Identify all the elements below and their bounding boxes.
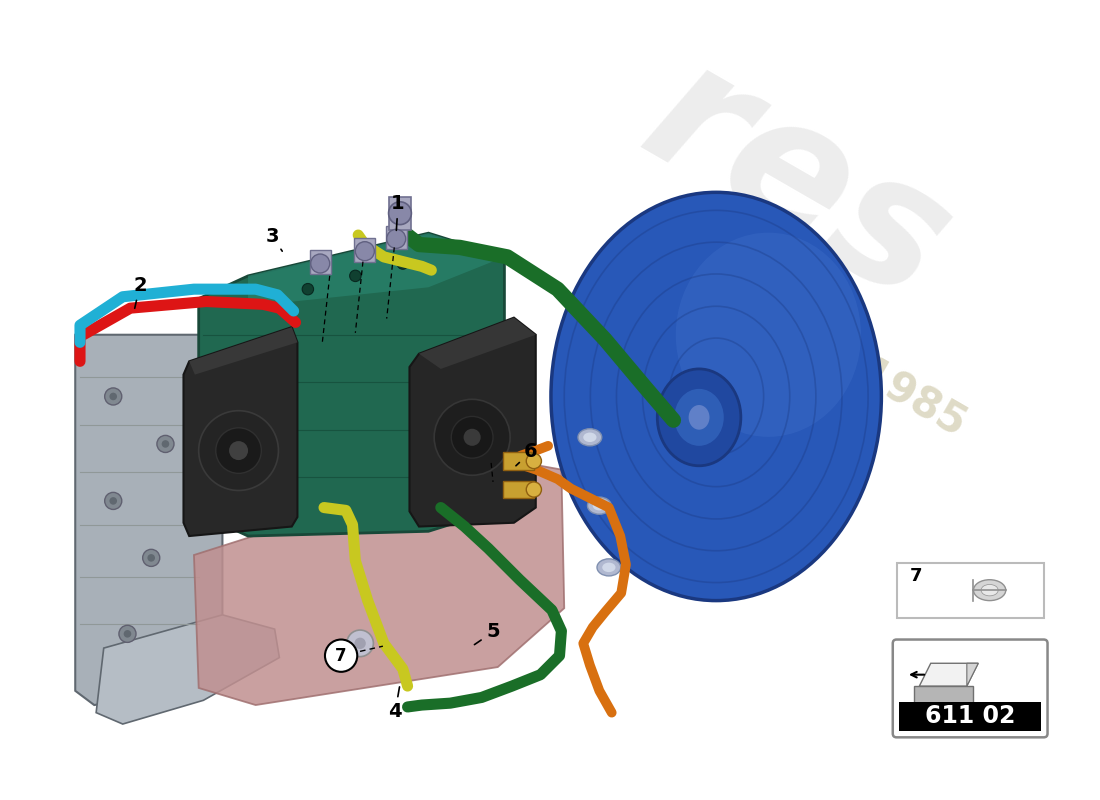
Circle shape [463, 429, 481, 446]
Circle shape [109, 393, 117, 400]
Text: 7: 7 [336, 646, 346, 665]
Text: 3: 3 [266, 227, 283, 251]
Ellipse shape [658, 369, 741, 466]
Circle shape [354, 638, 366, 649]
Text: res: res [615, 27, 979, 338]
Circle shape [346, 630, 373, 657]
Text: 4: 4 [388, 687, 401, 721]
Circle shape [229, 441, 249, 460]
Circle shape [123, 630, 131, 638]
Polygon shape [199, 233, 505, 536]
Ellipse shape [587, 497, 612, 514]
Polygon shape [75, 334, 222, 705]
Ellipse shape [674, 389, 724, 446]
FancyBboxPatch shape [893, 639, 1047, 738]
Circle shape [350, 270, 361, 282]
Polygon shape [967, 663, 978, 686]
Circle shape [434, 399, 510, 475]
Circle shape [147, 554, 155, 562]
Circle shape [109, 497, 117, 505]
Polygon shape [194, 458, 564, 705]
Circle shape [310, 254, 330, 273]
Polygon shape [96, 615, 279, 724]
Circle shape [104, 492, 122, 510]
Ellipse shape [578, 429, 602, 446]
Bar [310, 250, 331, 274]
Bar [388, 197, 411, 230]
Ellipse shape [675, 233, 861, 437]
Circle shape [119, 626, 136, 642]
Ellipse shape [551, 192, 881, 601]
Ellipse shape [974, 580, 1005, 601]
Ellipse shape [981, 585, 998, 596]
Circle shape [143, 550, 160, 566]
Bar [504, 453, 534, 470]
Text: ©: © [578, 354, 617, 392]
Ellipse shape [583, 433, 596, 442]
Text: 2: 2 [133, 276, 146, 308]
Bar [386, 226, 407, 250]
Circle shape [157, 435, 174, 453]
Text: 611 02: 611 02 [925, 705, 1015, 729]
Ellipse shape [597, 559, 620, 576]
Polygon shape [249, 233, 505, 306]
Text: 7: 7 [910, 567, 923, 585]
Circle shape [526, 454, 541, 469]
Circle shape [162, 440, 169, 448]
Polygon shape [419, 318, 536, 369]
Circle shape [526, 482, 541, 497]
Ellipse shape [602, 562, 616, 572]
Text: passion for parts: passion for parts [576, 442, 770, 569]
Text: 1: 1 [392, 194, 405, 230]
Circle shape [324, 639, 358, 672]
Text: 5: 5 [474, 622, 499, 645]
Bar [900, 702, 1041, 730]
Circle shape [397, 258, 408, 270]
Ellipse shape [689, 405, 710, 430]
Bar [504, 481, 534, 498]
Text: 6: 6 [516, 442, 538, 466]
Circle shape [199, 410, 278, 490]
Polygon shape [189, 327, 297, 374]
Circle shape [451, 417, 493, 458]
Circle shape [302, 283, 313, 295]
Bar [896, 562, 1044, 618]
Circle shape [216, 428, 262, 474]
Bar [354, 238, 375, 262]
Ellipse shape [593, 501, 606, 510]
Circle shape [388, 202, 411, 225]
Circle shape [387, 230, 406, 248]
Text: since 1985: since 1985 [735, 282, 974, 444]
Bar [914, 686, 972, 705]
Circle shape [104, 388, 122, 405]
Circle shape [355, 242, 374, 261]
Polygon shape [409, 318, 536, 526]
Polygon shape [184, 327, 297, 536]
Polygon shape [920, 663, 978, 686]
